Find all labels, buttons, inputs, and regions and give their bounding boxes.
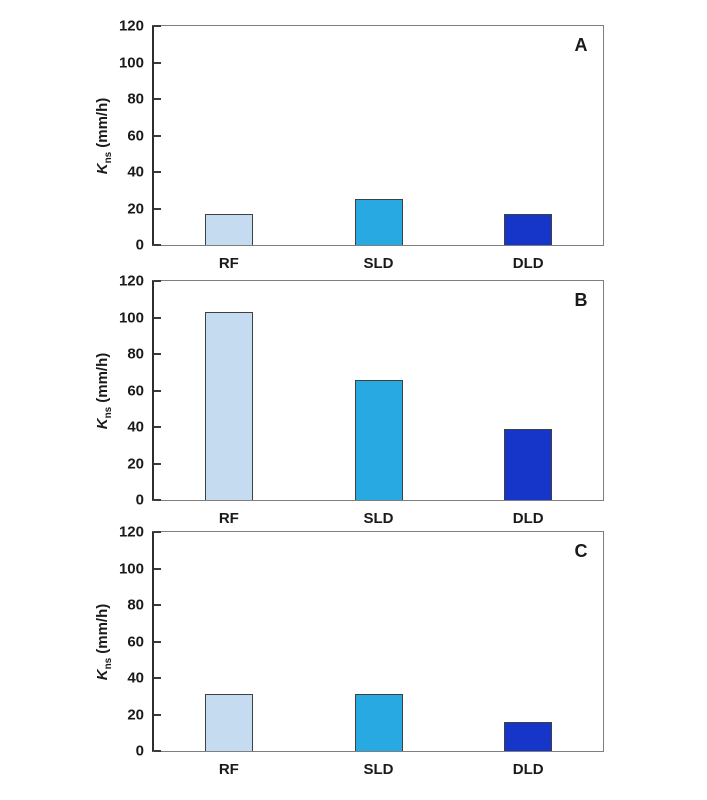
bar-dld-panel-a [504,213,553,245]
x-axis-tick-label-dld: DLD [512,255,544,272]
bar-rf-panel-b [204,312,253,500]
y-axis-tick-label: 0 [135,491,144,509]
y-axis-tick [154,567,161,570]
x-axis-tick-label-sld: SLD [363,761,394,778]
y-axis-tick-label: 40 [127,163,144,181]
y-axis-tick-label: 20 [127,200,144,218]
plot-area-b: B 0 20 40 60 80 100 120 RF SLD DLD [119,274,604,527]
bar-rf-panel-c [204,694,253,751]
y-axis-tick [154,353,161,356]
plot-area-c: C 0 20 40 60 80 100 120 RF SLD DLD [119,525,604,778]
y-axis-tick [154,750,161,752]
x-axis-tick-label-rf: RF [218,255,239,272]
bar-sld-panel-b [354,379,403,500]
x-axis-tick-label-sld: SLD [363,510,394,527]
y-axis-tick [154,207,161,210]
y-axis-tick-label: 100 [118,309,144,326]
y-axis-tick-label: 0 [135,236,144,254]
x-axis-tick-label-dld: DLD [512,761,544,778]
chart-panel-c: Kns(mm/h) C 0 20 40 60 80 100 120 RF SLD DLD [0,525,707,789]
panel-letter-a: A [574,35,588,55]
y-axis-tick-label: 40 [127,669,144,687]
y-axis-tick [154,389,161,392]
y-axis-tick-label: 20 [127,706,144,724]
x-axis-tick-label-sld: SLD [363,255,394,272]
y-axis-tick-label: 20 [127,455,144,473]
chart-panel-a: Kns(mm/h) A 0 20 40 60 80 100 120 RF SLD DLD [0,19,707,283]
bar-dld-panel-b [504,428,553,500]
bar-rf-panel-a [204,213,253,245]
y-axis-tick-label: 80 [127,596,144,614]
y-axis-tick-label: 100 [118,560,144,577]
y-axis-tick-label: 0 [135,742,144,760]
y-axis-tick [154,61,161,64]
y-axis-tick-label: 80 [127,345,144,363]
bar-sld-panel-a [354,199,403,245]
y-axis-title-subscript: ns [103,151,114,164]
x-axis-tick-label-dld: DLD [512,510,544,527]
panel-letter-b: B [574,290,588,310]
chart-panel-b: Kns(mm/h) B 0 20 40 60 80 100 120 RF SLD DLD [0,274,707,538]
y-axis-tick [154,98,161,101]
y-axis-tick-label: 80 [127,90,144,108]
y-axis-tick [154,713,161,716]
bar-sld-panel-c [354,694,403,751]
y-axis-tick [154,244,161,246]
y-axis-tick [154,25,161,27]
bar-dld-panel-c [504,721,553,751]
x-axis-tick-label-rf: RF [218,510,239,527]
y-axis-tick [154,531,161,533]
y-axis-tick [154,604,161,607]
y-axis-tick [154,171,161,174]
y-axis-tick [154,677,161,680]
y-axis-tick-label: 60 [127,382,144,399]
y-axis-tick-label: 60 [127,127,144,144]
panel-letter-c: C [574,541,588,561]
y-axis-tick-label: 120 [118,272,144,290]
y-axis-tick [154,499,161,501]
y-axis-tick-label: 40 [127,418,144,436]
y-axis-title-subscript: ns [103,406,114,419]
y-axis-tick [154,462,161,465]
y-axis-title-subscript: ns [103,657,114,670]
y-axis-tick [154,316,161,319]
y-axis-tick [154,134,161,137]
y-axis-tick-label: 60 [127,633,144,650]
y-axis-tick [154,426,161,429]
x-axis-tick-label-rf: RF [218,761,239,778]
plot-area-a: A 0 20 40 60 80 100 120 RF SLD DLD [119,19,604,272]
y-axis-tick [154,640,161,643]
y-axis-tick-label: 100 [118,54,144,71]
y-axis-tick-label: 120 [118,523,144,541]
y-axis-tick-label: 120 [118,17,144,35]
y-axis-tick [154,280,161,282]
